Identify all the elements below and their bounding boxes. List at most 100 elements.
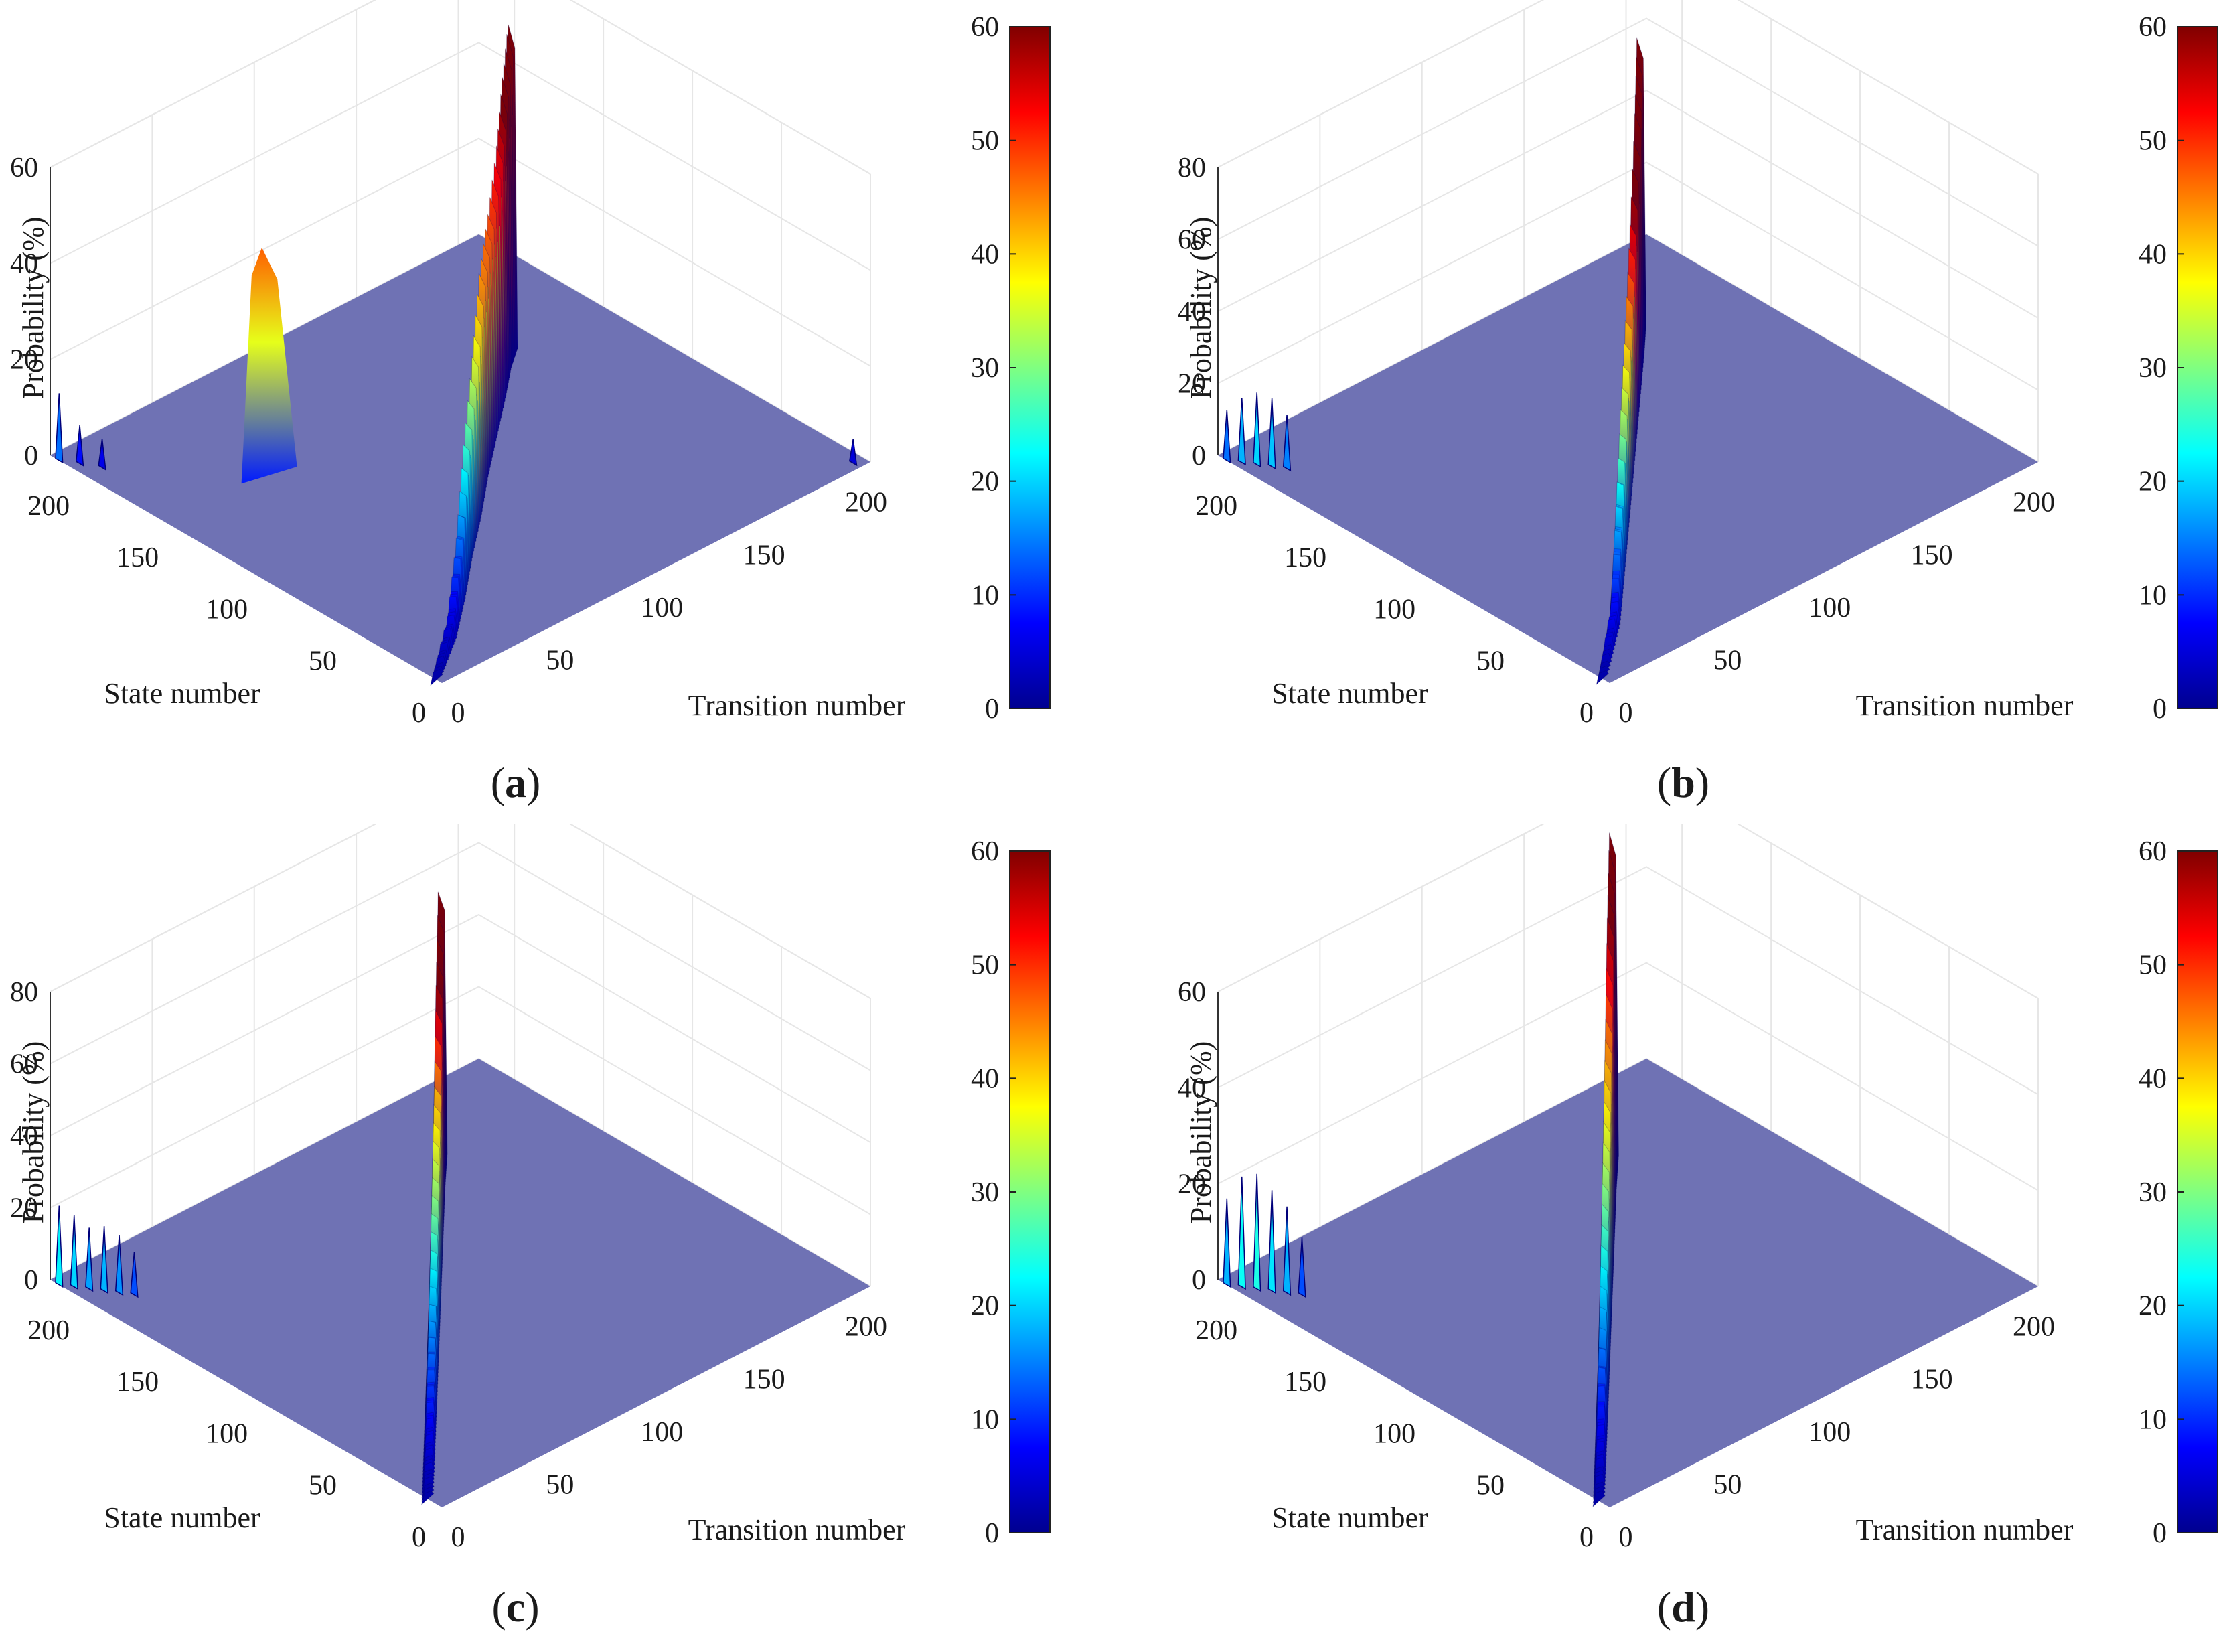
x-tick-label: 100: [1808, 593, 1851, 623]
colorbar-tick-label: 50: [971, 126, 999, 157]
z-tick-label: 20: [10, 1193, 38, 1224]
caption-letter: b: [1671, 759, 1695, 806]
colorbar-tick-label: 60: [2139, 836, 2167, 867]
surface-floor: [50, 1059, 870, 1507]
x-tick-label: 50: [1713, 1469, 1742, 1500]
corner-peak: [1253, 1173, 1261, 1292]
y-tick-label: 200: [1195, 1315, 1237, 1346]
caption-close-paren: ): [1695, 1583, 1709, 1631]
y-tick-label: 50: [1476, 1471, 1505, 1501]
corner-peak: [114, 1235, 124, 1296]
corner-peak: [55, 1205, 64, 1288]
z-axis-label: Probability (%): [1184, 1041, 1217, 1224]
box-edge: [50, 769, 871, 999]
colorbar-tick-label: 0: [2153, 694, 2167, 725]
tick-labels: 0 50 100 150 200 0 50 100 150 200 0 20 40 60: [10, 153, 887, 729]
z-tick-label: 20: [10, 345, 38, 376]
z-tick-label: 20: [1178, 1169, 1206, 1200]
z-tick-label: 80: [1178, 153, 1206, 183]
z-tick-label: 0: [1192, 441, 1206, 471]
y-tick-label: 0: [412, 698, 426, 729]
x-tick-label: 50: [546, 1469, 574, 1500]
x-tick-label: 100: [641, 593, 683, 623]
ridge-slice: [1596, 670, 1610, 686]
grid-line: [1217, 161, 2039, 391]
corner-peak: [1237, 397, 1246, 466]
colorbar-tick-label: 40: [2139, 239, 2167, 270]
grid-line: [50, 137, 871, 367]
y-tick-label: 100: [206, 1418, 248, 1449]
chart-b: 050100150200050100150200020406080Transit…: [1178, 0, 2218, 806]
panel-caption: (d): [1657, 1583, 1709, 1631]
panel-caption: (c): [491, 1583, 539, 1631]
corner-peak: [98, 439, 106, 471]
y-tick-label: 100: [1373, 594, 1415, 625]
corner-peak: [848, 439, 858, 467]
corner-peak: [1267, 398, 1276, 470]
x-tick-label: 150: [743, 540, 785, 571]
colorbar-tick-label: 50: [971, 950, 999, 981]
x-tick-label: 200: [2013, 487, 2055, 518]
colorbar-tick-label: 0: [985, 694, 999, 725]
colorbar-tick-label: 0: [2153, 1518, 2167, 1549]
colorbar-tick-label: 10: [2139, 1404, 2167, 1435]
x-tick-label: 50: [1713, 645, 1742, 676]
y-tick-label: 200: [27, 491, 70, 522]
panel-a: 0 50 100 150 200 0 50 100 150 200 0 20 40 60 Transitio…: [0, 0, 1065, 828]
panel-c: 0 50 100 150 200 0 50 100 150 200 0 20 40 60 80 Transit…: [0, 769, 1065, 1652]
corner-peak: [1237, 1176, 1246, 1290]
y-tick-label: 0: [1580, 698, 1594, 729]
ridge: [430, 24, 518, 686]
colorbar-tick-label: 20: [2139, 467, 2167, 498]
x-tick-label: 200: [845, 1312, 887, 1343]
grid-line: [50, 769, 871, 999]
colorbar-tick-label: 20: [2139, 1291, 2167, 1322]
corner-peaks: [1223, 1173, 1306, 1298]
tick-labels: 0 50 100 150 200 0 50 100 150 200 0 20 40 60 80: [1178, 153, 2055, 729]
caption-open-paren: (: [1657, 1583, 1671, 1631]
colorbar-tick-label: 60: [971, 12, 999, 43]
colorbar-tick-label: 60: [2139, 12, 2167, 43]
x-tick-label: 0: [1619, 698, 1633, 729]
corner-peaks: [1223, 392, 1292, 472]
panel-d: 0 50 100 150 200 0 50 100 150 200 0 20 40 60 Transitio…: [1168, 769, 2232, 1652]
colorbar: 0 10 20 30 40 50 60: [971, 836, 1051, 1549]
chart-a: 0501001502000501001502000204060Transitio…: [10, 0, 1051, 806]
y-tick-label: 200: [27, 1315, 70, 1346]
grid-line: [50, 913, 871, 1143]
z-tick-label: 20: [1178, 369, 1206, 400]
colorbar: 0 10 20 30 40 50 60: [2139, 836, 2218, 1549]
x-axis-label: Transition number: [1856, 689, 2074, 722]
y-tick-label: 200: [1195, 491, 1237, 522]
colorbar-tick-label: 30: [971, 353, 999, 384]
x-tick-label: 150: [1911, 540, 1953, 571]
corner-peak: [100, 1225, 108, 1294]
z-tick-label: 0: [24, 1265, 38, 1296]
ridge: [1596, 37, 1646, 686]
z-tick-label: 0: [24, 441, 38, 471]
y-tick-label: 150: [1284, 1367, 1326, 1398]
chart-c: 050100150200050100150200020406080Transit…: [10, 769, 1051, 1631]
y-axis-label: State number: [1272, 677, 1428, 710]
z-axis-label: Probability (%): [1184, 217, 1217, 400]
ridge: [1592, 832, 1619, 1508]
box-edge: [50, 0, 871, 175]
colorbar-tick-label: 40: [971, 239, 999, 270]
grid-line: [50, 986, 871, 1215]
colorbar-tick-label: 50: [2139, 126, 2167, 157]
grid-line: [50, 42, 871, 271]
panel-b: 0 50 100 150 200 0 50 100 150 200 0 20 40 60 80 Transit…: [1168, 0, 2232, 828]
grid-line: [1217, 0, 2039, 175]
x-tick-label: 0: [451, 1522, 465, 1553]
y-tick-label: 50: [1476, 646, 1505, 677]
corner-peak: [70, 1215, 78, 1290]
corner-peak: [55, 393, 64, 464]
z-tick-label: 40: [10, 248, 38, 279]
corner-peak: [75, 425, 84, 467]
colorbar-tick-label: 30: [2139, 1177, 2167, 1208]
corner-peak: [1282, 1206, 1292, 1296]
z-tick-label: 60: [1178, 977, 1206, 1008]
panel-caption: (a): [491, 759, 541, 806]
y-tick-label: 50: [309, 646, 337, 677]
